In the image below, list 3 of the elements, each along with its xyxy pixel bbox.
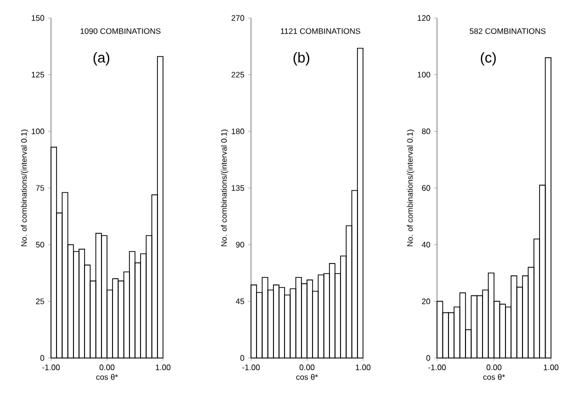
annotation: (a) (94, 52, 110, 66)
annotation: (b) (294, 52, 310, 66)
annotation: (c) (480, 52, 496, 66)
